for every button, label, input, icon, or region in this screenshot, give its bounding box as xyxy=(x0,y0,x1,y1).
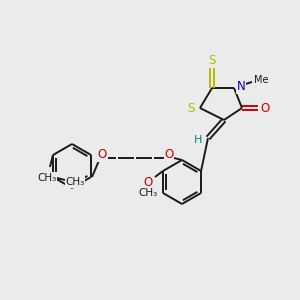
Text: O: O xyxy=(143,176,153,188)
Text: H: H xyxy=(194,135,202,145)
Text: CH₃: CH₃ xyxy=(37,173,57,183)
Text: Me: Me xyxy=(254,75,268,85)
Text: O: O xyxy=(164,148,174,161)
Text: O: O xyxy=(260,101,270,115)
Text: S: S xyxy=(187,103,195,116)
Text: N: N xyxy=(237,80,245,94)
Text: O: O xyxy=(98,148,106,161)
Text: CH₃: CH₃ xyxy=(138,188,158,198)
Text: CH₃: CH₃ xyxy=(65,177,85,187)
Text: S: S xyxy=(208,53,216,67)
